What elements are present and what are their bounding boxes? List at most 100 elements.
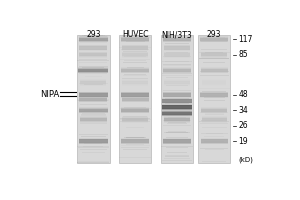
- Bar: [202, 80, 226, 82]
- Bar: [163, 69, 191, 72]
- Bar: [202, 84, 226, 86]
- Bar: [199, 52, 230, 53]
- Bar: [78, 67, 108, 69]
- Bar: [121, 110, 149, 111]
- Bar: [164, 84, 190, 86]
- Bar: [162, 110, 192, 112]
- Bar: [203, 93, 225, 94]
- Bar: [200, 75, 229, 76]
- Bar: [125, 140, 145, 141]
- Bar: [162, 160, 192, 161]
- Bar: [82, 35, 105, 36]
- Bar: [200, 71, 229, 72]
- Bar: [201, 72, 228, 73]
- Bar: [167, 102, 188, 103]
- Bar: [78, 100, 108, 101]
- Bar: [164, 116, 190, 118]
- Bar: [80, 123, 106, 124]
- Bar: [166, 115, 188, 116]
- Bar: [80, 55, 106, 56]
- Bar: [165, 98, 189, 99]
- Bar: [80, 149, 106, 150]
- Bar: [161, 146, 193, 147]
- Bar: [82, 39, 105, 40]
- Bar: [163, 138, 191, 140]
- Bar: [126, 38, 145, 39]
- Bar: [206, 95, 222, 96]
- Bar: [80, 121, 106, 123]
- Bar: [122, 46, 148, 50]
- Bar: [79, 62, 107, 63]
- Bar: [164, 132, 190, 133]
- Text: HUVEC: HUVEC: [122, 30, 148, 39]
- Bar: [126, 55, 144, 56]
- Bar: [166, 132, 188, 133]
- Bar: [79, 96, 108, 98]
- Bar: [164, 80, 190, 82]
- Bar: [201, 143, 228, 144]
- Bar: [205, 141, 224, 142]
- Bar: [201, 133, 228, 134]
- Bar: [162, 111, 192, 112]
- Bar: [78, 71, 108, 73]
- Bar: [125, 137, 145, 138]
- Bar: [80, 97, 107, 99]
- Bar: [201, 69, 228, 72]
- Bar: [164, 111, 190, 112]
- Bar: [200, 36, 228, 38]
- Bar: [204, 136, 224, 137]
- Bar: [122, 117, 148, 119]
- Text: (kD): (kD): [238, 156, 253, 163]
- Bar: [120, 118, 150, 119]
- Bar: [163, 36, 191, 38]
- Bar: [163, 56, 191, 57]
- Bar: [167, 49, 187, 50]
- Bar: [163, 41, 191, 42]
- Bar: [79, 59, 107, 60]
- Bar: [122, 98, 149, 101]
- Bar: [79, 143, 108, 144]
- Bar: [79, 139, 108, 143]
- Bar: [79, 36, 108, 38]
- Bar: [163, 93, 191, 97]
- Bar: [119, 47, 152, 48]
- Bar: [121, 138, 149, 140]
- Bar: [166, 52, 188, 53]
- Bar: [121, 139, 149, 143]
- Bar: [79, 93, 108, 97]
- Bar: [122, 56, 148, 57]
- Bar: [121, 67, 149, 69]
- Bar: [201, 107, 227, 109]
- Bar: [80, 45, 107, 47]
- Bar: [79, 73, 107, 74]
- Bar: [203, 62, 225, 63]
- Bar: [200, 38, 228, 41]
- Bar: [161, 108, 193, 110]
- Bar: [202, 83, 226, 85]
- Bar: [81, 136, 106, 137]
- Bar: [163, 142, 191, 144]
- Bar: [198, 35, 230, 163]
- Bar: [85, 94, 102, 95]
- Bar: [161, 105, 193, 109]
- Bar: [79, 112, 108, 113]
- Bar: [204, 100, 224, 101]
- Bar: [121, 111, 149, 113]
- Bar: [121, 68, 149, 69]
- Bar: [79, 107, 108, 109]
- Bar: [79, 134, 108, 135]
- Bar: [80, 117, 106, 119]
- Bar: [122, 45, 148, 46]
- Bar: [201, 139, 228, 143]
- Bar: [83, 35, 103, 36]
- Bar: [163, 64, 191, 65]
- Bar: [122, 49, 148, 51]
- Bar: [122, 118, 148, 121]
- Bar: [164, 118, 190, 121]
- Bar: [164, 117, 190, 119]
- Bar: [80, 70, 106, 71]
- Bar: [123, 75, 147, 76]
- Bar: [163, 92, 191, 94]
- Bar: [161, 35, 193, 163]
- Bar: [201, 139, 228, 140]
